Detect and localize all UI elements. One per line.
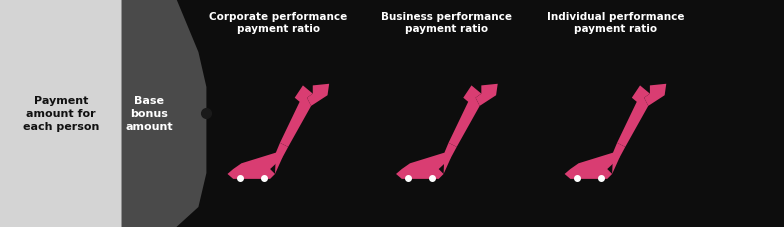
Polygon shape [122, 0, 206, 227]
Polygon shape [307, 84, 329, 106]
Text: Corporate performance
payment ratio: Corporate performance payment ratio [209, 12, 347, 34]
Polygon shape [612, 143, 626, 174]
Polygon shape [476, 84, 498, 106]
Polygon shape [275, 143, 289, 174]
Bar [0, 0, 122, 227]
Polygon shape [396, 153, 451, 179]
Polygon shape [564, 153, 619, 179]
Polygon shape [227, 153, 282, 179]
Polygon shape [444, 143, 457, 174]
Text: Individual performance
payment ratio: Individual performance payment ratio [546, 12, 684, 34]
Polygon shape [617, 86, 650, 147]
Polygon shape [280, 86, 313, 147]
Text: Payment
amount for
each person: Payment amount for each person [23, 95, 99, 132]
Polygon shape [448, 86, 481, 147]
Text: Business performance
payment ratio: Business performance payment ratio [381, 12, 513, 34]
Text: Base
bonus
amount: Base bonus amount [125, 95, 172, 132]
Polygon shape [644, 84, 666, 106]
